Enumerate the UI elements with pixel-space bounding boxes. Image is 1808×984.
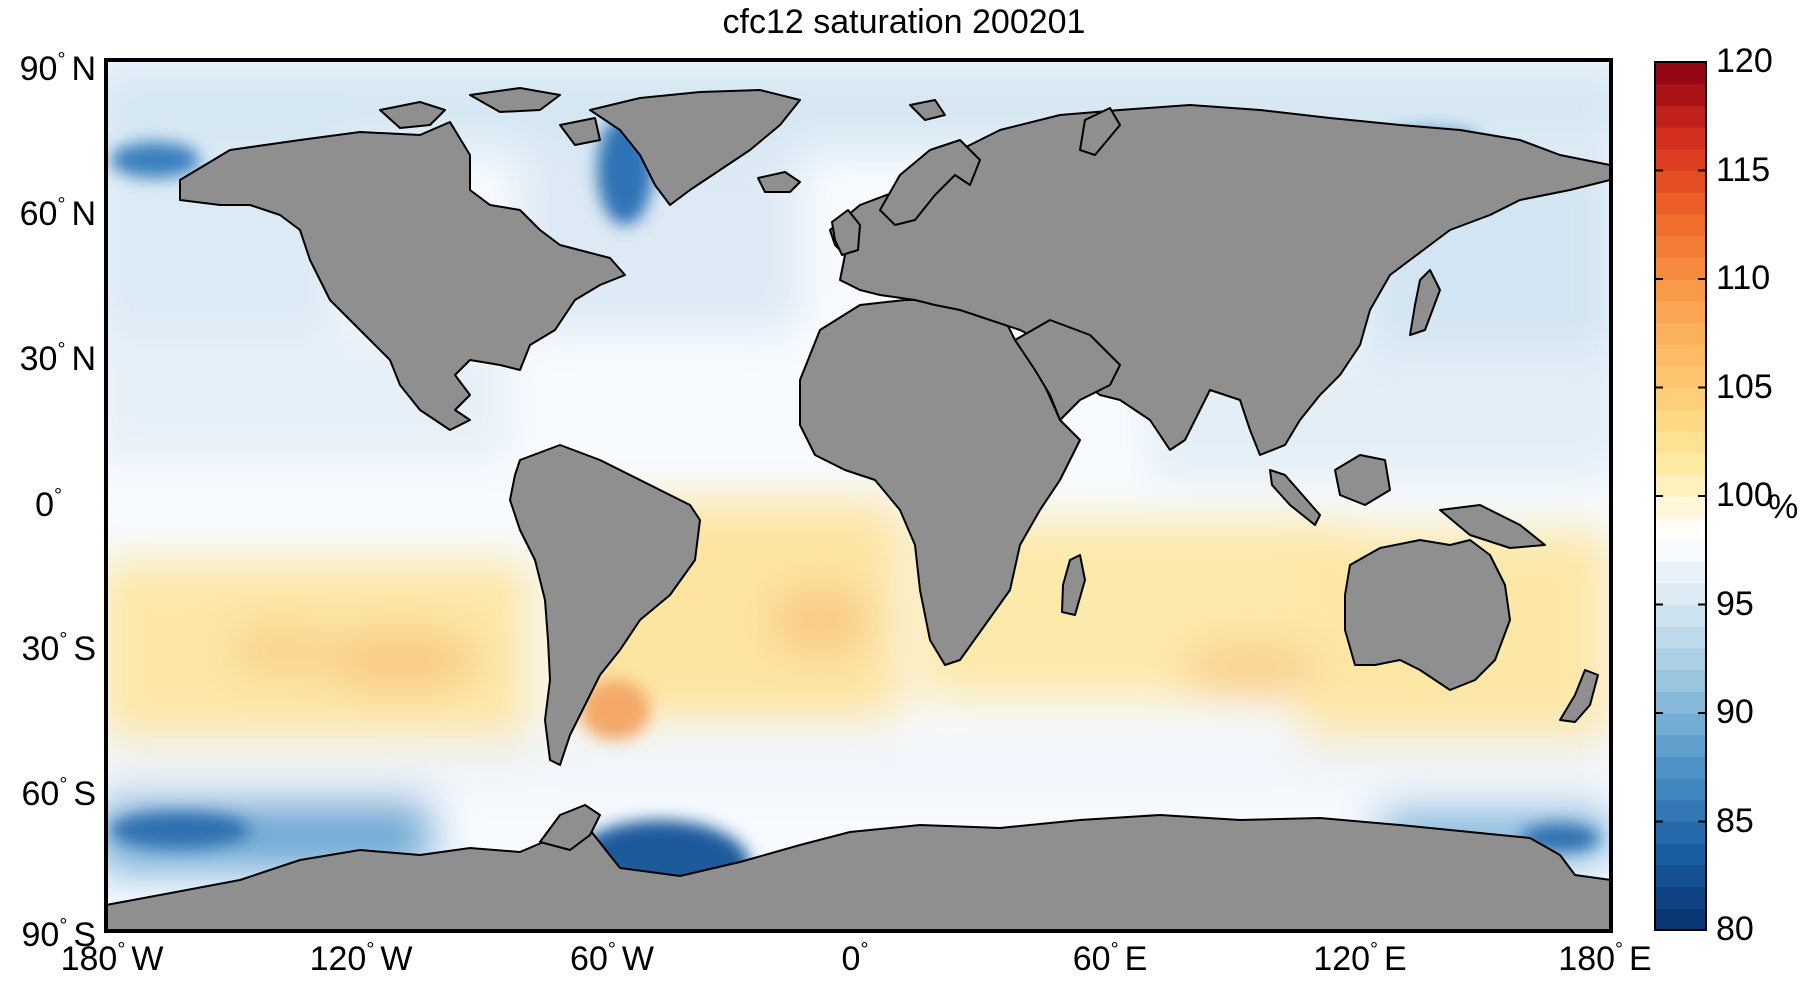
lat-tick-60s: 60° S [21,774,96,813]
amundsen-sea-low [110,812,250,848]
colorbar-band [1655,105,1706,128]
new-guinea [1439,504,1546,549]
sumatra [1269,469,1321,526]
southern-ocean-belt [106,740,1610,790]
colorbar-band [1655,430,1706,454]
colorbar-tick-label: 105 [1716,367,1773,406]
bering-sea-low [110,142,200,178]
lon-tick-0: 0° [841,939,869,978]
map-title: cfc12 saturation 200201 [722,3,1086,41]
eurasia [829,104,1611,456]
colorbar-band [1655,778,1706,801]
colorbar-band [1655,235,1706,258]
colorbar-tick-label: 100 [1716,476,1773,514]
colorbar-band [1655,908,1706,931]
colorbar [1655,61,1706,931]
south-atlantic-hotspot [770,590,870,650]
antarctica [106,814,1611,931]
colorbar-band [1655,62,1706,85]
colorbar-tick-label: 90 [1716,693,1754,731]
colorbar-band [1655,279,1706,302]
colorbar-frame [1654,61,1707,931]
colorbar-band [1655,843,1706,866]
colorbar-tick-label: 120 [1716,42,1773,80]
lat-tick-0: 0° [35,485,62,524]
lat-tick-30s: 30° S [21,629,96,668]
colorbar-tick-label: 115 [1716,150,1771,189]
colorbar-band [1655,669,1706,692]
south-indian-hotspot [1180,645,1320,695]
colorbar-band [1655,213,1706,237]
colorbar-unit: % [1768,488,1799,526]
colorbar-band [1655,734,1706,757]
colorbar-band [1655,821,1706,844]
lon-tick-180w: 180° W [60,939,164,978]
colorbar-band [1655,496,1706,519]
colorbar-band [1655,365,1706,389]
colorbar-band [1655,257,1706,280]
colorbar-band [1655,83,1706,106]
arabia [1014,319,1121,421]
new-zealand [1559,669,1599,723]
lon-tick-120w: 120° W [309,939,413,978]
lat-tick-60n: 60° N [19,194,96,233]
colorbar-band [1655,517,1706,540]
lat-tick-90s: 90° S [21,915,96,954]
colorbar-band [1655,604,1706,627]
colorbar-band [1655,344,1706,367]
madagascar [1061,554,1086,616]
colorbar-band [1655,300,1706,323]
north-america [179,121,626,431]
colorbar-band [1655,756,1706,779]
colorbar-band [1655,561,1706,584]
colorbar-band [1655,691,1706,714]
land-masses [106,87,1611,931]
colorbar-band [1655,886,1706,909]
novaya-zemlya [1079,107,1121,156]
argentine-shelf-high [580,680,650,740]
colorbar-band [1655,582,1706,606]
australia [1344,539,1511,691]
lon-tick-120e: 120° E [1313,939,1407,978]
lat-tick-30n: 30° N [19,339,96,378]
british-isles [831,209,861,256]
lat-tick-90n: 90° N [19,49,96,88]
antarctic-peninsula [539,804,601,851]
japan [1409,269,1441,336]
colorbar-band [1655,539,1706,562]
colorbar-band [1655,713,1706,736]
colorbar-band [1655,148,1706,172]
colorbar-band [1655,409,1706,432]
canadian-archipelago [379,87,601,146]
colorbar-band [1655,474,1706,497]
colorbar-band [1655,192,1706,215]
iceland [757,171,801,193]
colorbar-band [1655,647,1706,671]
colorbar-band [1655,387,1706,410]
colorbar-band [1655,127,1706,150]
lon-tick-60w: 60° W [570,939,654,978]
south-pacific-hotspot-2 [230,625,330,675]
lon-tick-180e: 180° E [1558,939,1652,978]
colorbar-band [1655,864,1706,888]
colorbar-band [1655,170,1706,193]
map-frame [104,58,1613,933]
greenland [589,89,801,206]
colorbar-band [1655,626,1706,649]
south-america [509,444,701,766]
colorbar-tick-label: 110 [1716,259,1771,297]
colorbar-tick-label: 95 [1716,584,1754,623]
south-pacific-hotspot [320,630,480,690]
colorbar-tick-label: 80 [1716,910,1754,948]
scandinavia [879,139,981,226]
svalbard [909,99,946,121]
colorbar-tick-label: 85 [1716,801,1754,840]
colorbar-band [1655,799,1706,823]
lon-tick-60e: 60° E [1072,939,1148,978]
colorbar-band [1655,452,1706,475]
colorbar-band [1655,322,1706,345]
borneo [1334,454,1391,506]
